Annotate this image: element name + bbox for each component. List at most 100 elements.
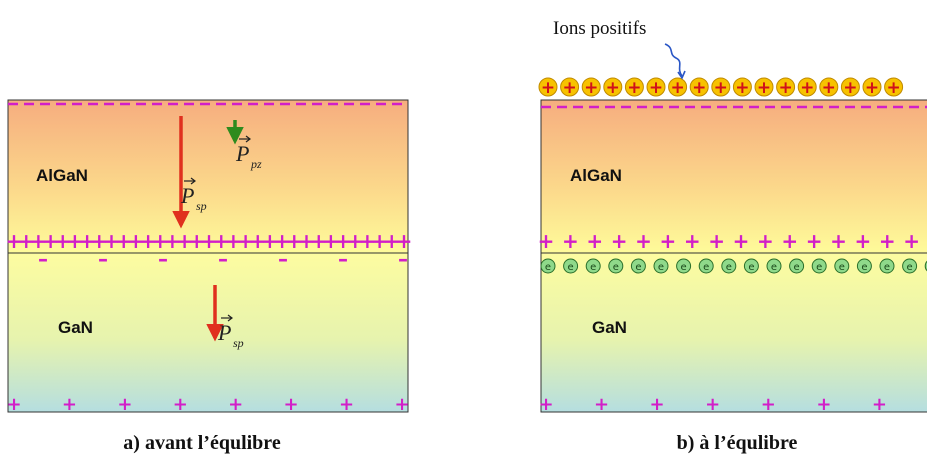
positive-charge: + <box>225 229 242 253</box>
positive-charge: + <box>562 229 579 253</box>
positive-charge: + <box>42 229 59 253</box>
positive-charge: + <box>335 229 352 253</box>
positive-ion: + <box>776 77 796 98</box>
caption-a: a) avant l’équlibre <box>123 432 281 454</box>
positive-charge: + <box>339 394 354 415</box>
positive-charge: + <box>173 394 188 415</box>
svg-text:e: e <box>726 262 732 273</box>
svg-text:sp: sp <box>233 336 244 350</box>
ions-positifs-label: Ions positifs <box>553 18 646 39</box>
positive-charge: + <box>6 394 21 415</box>
algan-label-b: AlGaN <box>570 166 622 185</box>
positive-charge: + <box>274 229 291 253</box>
positive-charge: + <box>237 229 254 253</box>
ions-pointer-squiggle <box>664 43 683 77</box>
algan-layer-b <box>540 99 927 254</box>
positive-charge: + <box>117 394 132 415</box>
svg-text:P: P <box>180 183 194 208</box>
electron: e <box>743 258 759 274</box>
positive-charge: + <box>872 394 887 415</box>
electron: e <box>698 258 714 274</box>
svg-text:+: + <box>541 78 555 98</box>
positive-charge: + <box>586 229 603 253</box>
electron-row-2deg: eeeeeeeeeeeeeeeeee <box>540 258 927 274</box>
positive-charge: + <box>855 229 872 253</box>
positive-charge: + <box>249 229 266 253</box>
p-pz-label: P pz <box>235 135 262 171</box>
positive-charge: + <box>323 229 340 253</box>
negative-charge: – <box>338 247 348 271</box>
negative-charge: – <box>398 247 408 271</box>
positive-ion: + <box>603 77 623 98</box>
positive-charge: + <box>903 229 920 253</box>
electron: e <box>630 258 646 274</box>
positive-ion: + <box>538 77 558 98</box>
svg-text:e: e <box>658 262 664 273</box>
positive-ion: + <box>797 77 817 98</box>
gan-layer-b <box>540 252 927 413</box>
svg-text:+: + <box>886 78 900 98</box>
svg-text:e: e <box>703 262 709 273</box>
positive-charge-row-bottom-a: + + + + + + + + <box>6 394 409 415</box>
svg-text:+: + <box>692 78 706 98</box>
electron: e <box>811 258 827 274</box>
negative-charge: – <box>278 247 288 271</box>
positive-charge: + <box>879 229 896 253</box>
electron: e <box>563 258 579 274</box>
positive-charge: + <box>54 229 71 253</box>
positive-charge: + <box>30 229 47 253</box>
positive-charge: + <box>188 229 205 253</box>
positive-charge: + <box>140 229 157 253</box>
svg-text:pz: pz <box>250 157 262 171</box>
electron: e <box>540 258 556 274</box>
svg-text:+: + <box>670 78 684 98</box>
positive-charge: + <box>708 229 725 253</box>
positive-ion: + <box>560 77 580 98</box>
svg-text:+: + <box>800 78 814 98</box>
positive-charge: + <box>347 229 364 253</box>
svg-text:+: + <box>562 78 576 98</box>
positive-charge: + <box>262 229 279 253</box>
positive-ion: + <box>732 77 752 98</box>
p-sp-label-algan: P sp <box>180 177 207 213</box>
positive-charge: + <box>6 229 23 253</box>
svg-text:e: e <box>771 262 777 273</box>
svg-text:e: e <box>907 262 913 273</box>
positive-charge: + <box>62 394 77 415</box>
positive-ion: + <box>581 77 601 98</box>
positive-ion: + <box>754 77 774 98</box>
electron: e <box>879 258 895 274</box>
positive-charge: + <box>806 229 823 253</box>
positive-charge: + <box>396 229 413 253</box>
positive-charge: + <box>67 229 84 253</box>
positive-charge: + <box>684 229 701 253</box>
svg-text:+: + <box>822 78 836 98</box>
positive-charge: + <box>286 229 303 253</box>
positive-ion: + <box>819 77 839 98</box>
positive-ion: + <box>689 77 709 98</box>
caption-b: b) à l’équlibre <box>677 432 798 454</box>
positive-charge: + <box>115 229 132 253</box>
algan-label-a: AlGaN <box>36 166 88 185</box>
svg-text:+: + <box>843 78 857 98</box>
positive-charge: + <box>816 394 831 415</box>
svg-text:+: + <box>584 78 598 98</box>
positive-ion: + <box>862 77 882 98</box>
positive-charge: + <box>79 229 96 253</box>
positive-ion: + <box>646 77 666 98</box>
positive-charge: + <box>213 229 230 253</box>
positive-charge-row-interface-b: +++++++++++++++++ <box>538 229 920 253</box>
electron: e <box>676 258 692 274</box>
panel-b: + + + + + + + + + + + + + + + + + + + + + + + + + + + + + + + + + + e e e e… <box>538 18 927 454</box>
positive-ion: + <box>624 77 644 98</box>
electron: e <box>789 258 805 274</box>
positive-charge: + <box>201 229 218 253</box>
svg-text:+: + <box>649 78 663 98</box>
panel-a: +++++++++++++++++++++++++++++++++ – – – – – –… <box>6 99 413 454</box>
electron: e <box>608 258 624 274</box>
svg-text:e: e <box>839 262 845 273</box>
positive-charge: + <box>371 229 388 253</box>
positive-charge: + <box>359 229 376 253</box>
svg-text:P: P <box>217 320 231 345</box>
positive-ion: + <box>711 77 731 98</box>
